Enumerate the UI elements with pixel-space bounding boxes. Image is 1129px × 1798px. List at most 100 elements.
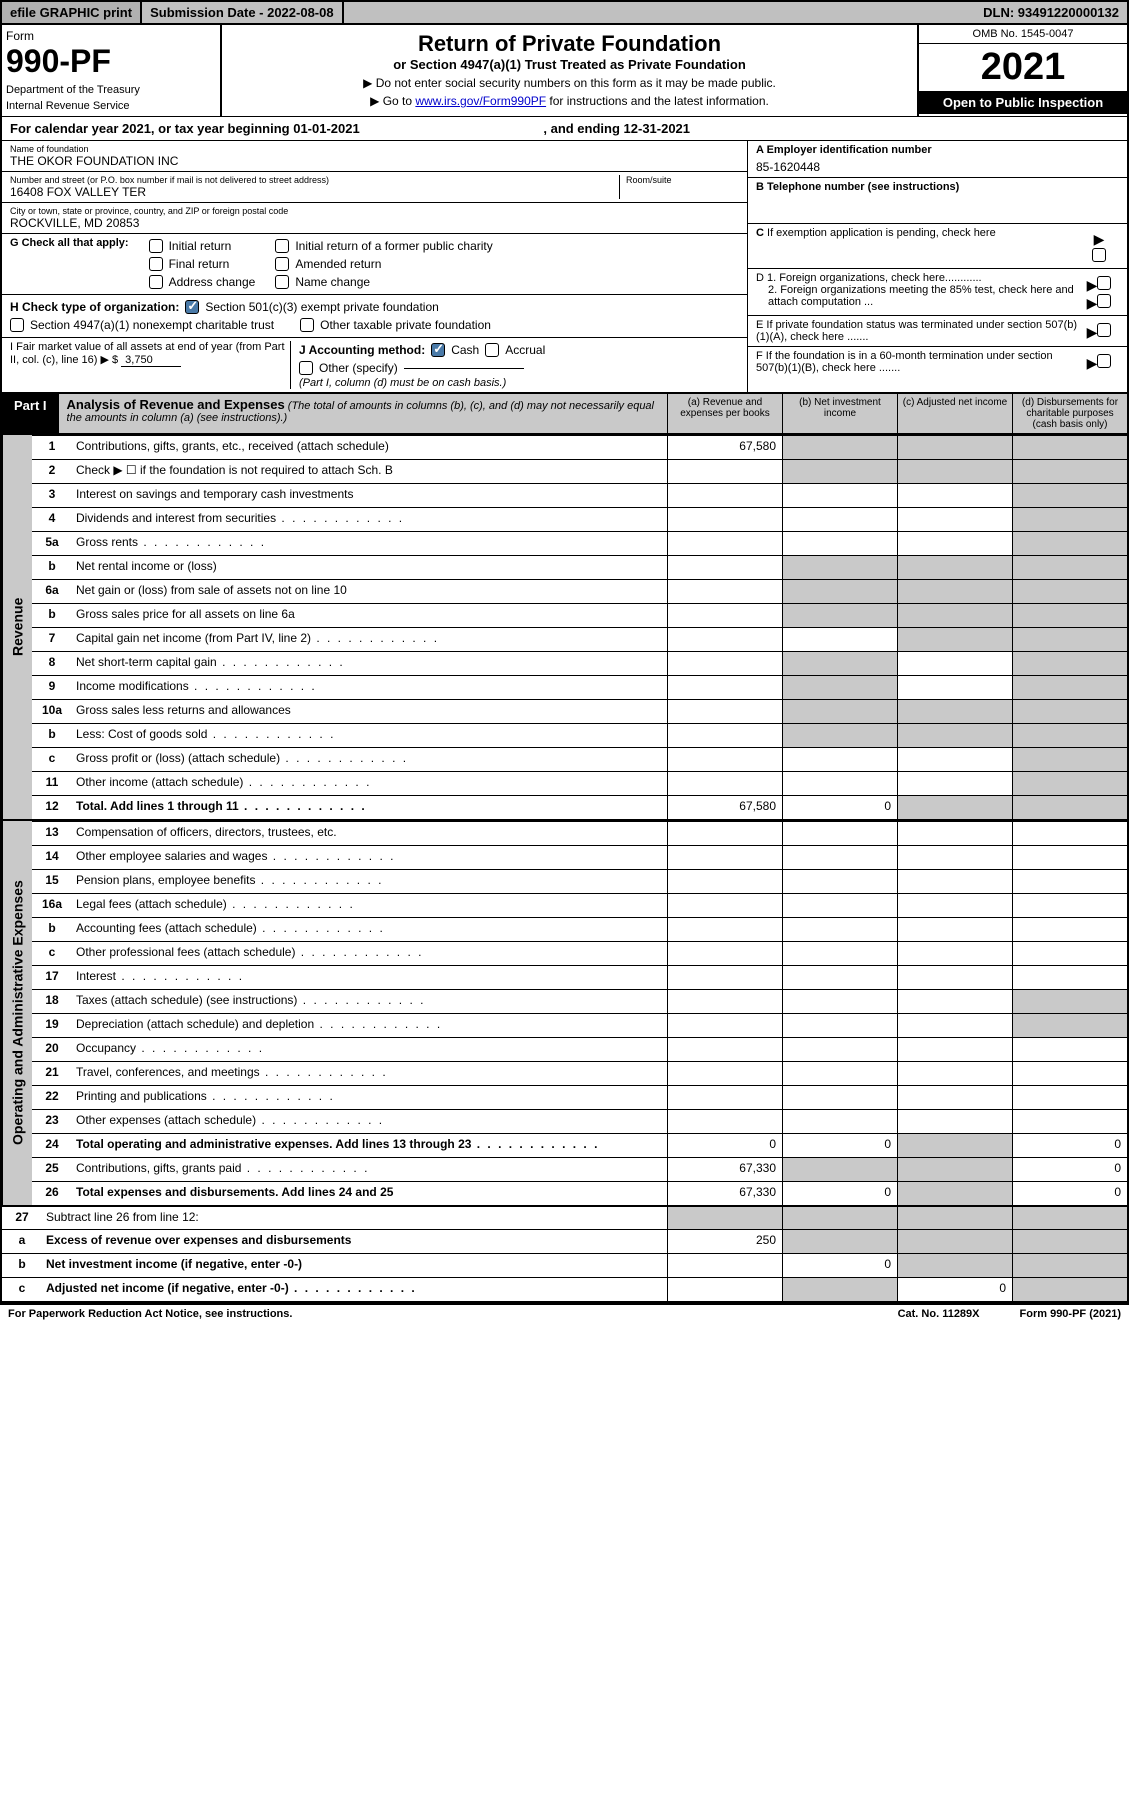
check-other-method[interactable] bbox=[299, 361, 313, 375]
irs-link[interactable]: www.irs.gov/Form990PF bbox=[415, 94, 546, 108]
table-row: b Less: Cost of goods sold bbox=[32, 723, 1127, 747]
part1-tag: Part I bbox=[2, 394, 59, 433]
name-label: Name of foundation bbox=[10, 144, 739, 154]
col-d bbox=[1012, 894, 1127, 917]
col-b bbox=[782, 652, 897, 675]
col-a bbox=[667, 772, 782, 795]
col-b bbox=[782, 604, 897, 627]
col-a bbox=[667, 1278, 782, 1301]
ein-label: A Employer identification number bbox=[756, 144, 932, 156]
d2-label: 2. Foreign organizations meeting the 85%… bbox=[756, 284, 1079, 308]
row-desc: Total. Add lines 1 through 11 bbox=[72, 796, 667, 819]
check-final[interactable] bbox=[149, 257, 163, 271]
check-address[interactable] bbox=[149, 275, 163, 289]
col-c bbox=[897, 1230, 1012, 1253]
check-d1[interactable] bbox=[1097, 276, 1111, 290]
check-e[interactable] bbox=[1097, 323, 1111, 337]
check-4947[interactable] bbox=[10, 318, 24, 332]
efile-label[interactable]: efile GRAPHIC print bbox=[2, 2, 142, 23]
col-d bbox=[1012, 748, 1127, 771]
opt-4947: Section 4947(a)(1) nonexempt charitable … bbox=[30, 318, 274, 332]
table-row: 19 Depreciation (attach schedule) and de… bbox=[32, 1013, 1127, 1037]
check-amended[interactable] bbox=[275, 257, 289, 271]
col-a bbox=[667, 508, 782, 531]
check-accrual[interactable] bbox=[485, 343, 499, 357]
col-d bbox=[1012, 822, 1127, 845]
table-row: c Gross profit or (loss) (attach schedul… bbox=[32, 747, 1127, 771]
opt-initial: Initial return bbox=[169, 239, 232, 253]
check-d2[interactable] bbox=[1097, 294, 1111, 308]
col-b bbox=[782, 1207, 897, 1229]
check-initial-former[interactable] bbox=[275, 239, 289, 253]
col-b bbox=[782, 942, 897, 965]
row-num: 17 bbox=[32, 966, 72, 989]
dept-treasury: Department of the Treasury bbox=[6, 84, 216, 96]
form-number: 990-PF bbox=[6, 43, 216, 80]
row-desc: Pension plans, employee benefits bbox=[72, 870, 667, 893]
col-a bbox=[667, 1254, 782, 1277]
table-row: 14 Other employee salaries and wages bbox=[32, 845, 1127, 869]
col-a bbox=[667, 870, 782, 893]
col-c bbox=[897, 772, 1012, 795]
ptr-f: ▶ bbox=[1087, 355, 1098, 371]
calendar-year: For calendar year 2021, or tax year begi… bbox=[2, 116, 1127, 140]
col-a bbox=[667, 822, 782, 845]
ein-cell: A Employer identification number 85-1620… bbox=[748, 141, 1127, 178]
row-desc: Dividends and interest from securities bbox=[72, 508, 667, 531]
tel-label: B Telephone number (see instructions) bbox=[756, 181, 959, 193]
col-a-hdr: (a) Revenue and expenses per books bbox=[667, 394, 782, 433]
check-c[interactable] bbox=[1092, 248, 1106, 262]
check-f[interactable] bbox=[1097, 354, 1111, 368]
col-a bbox=[667, 484, 782, 507]
col-d bbox=[1012, 460, 1127, 483]
col-b bbox=[782, 580, 897, 603]
check-initial[interactable] bbox=[149, 239, 163, 253]
col-d bbox=[1012, 796, 1127, 819]
col-c bbox=[897, 990, 1012, 1013]
col-d bbox=[1012, 532, 1127, 555]
col-b bbox=[782, 484, 897, 507]
table-row: 15 Pension plans, employee benefits bbox=[32, 869, 1127, 893]
submission-date: Submission Date - 2022-08-08 bbox=[142, 2, 344, 23]
col-a bbox=[667, 918, 782, 941]
check-other-taxable[interactable] bbox=[300, 318, 314, 332]
col-a: 67,580 bbox=[667, 436, 782, 459]
col-b bbox=[782, 532, 897, 555]
row-num: 5a bbox=[32, 532, 72, 555]
table-row: 11 Other income (attach schedule) bbox=[32, 771, 1127, 795]
col-c bbox=[897, 532, 1012, 555]
row-num: 22 bbox=[32, 1086, 72, 1109]
col-d bbox=[1012, 436, 1127, 459]
row-desc: Net investment income (if negative, ente… bbox=[42, 1254, 667, 1277]
row-num: 16a bbox=[32, 894, 72, 917]
check-cash[interactable] bbox=[431, 343, 445, 357]
other-specify[interactable] bbox=[404, 368, 524, 369]
top-bar: efile GRAPHIC print Submission Date - 20… bbox=[0, 0, 1129, 25]
table-row: 8 Net short-term capital gain bbox=[32, 651, 1127, 675]
info-left: Name of foundation THE OKOR FOUNDATION I… bbox=[2, 141, 747, 392]
section-ij: I Fair market value of all assets at end… bbox=[2, 338, 747, 392]
col-a bbox=[667, 1086, 782, 1109]
col-b bbox=[782, 966, 897, 989]
check-501c3[interactable] bbox=[185, 300, 199, 314]
row-desc: Gross sales price for all assets on line… bbox=[72, 604, 667, 627]
check-name-change[interactable] bbox=[275, 275, 289, 289]
form-wrapper: Form 990-PF Department of the Treasury I… bbox=[0, 25, 1129, 1303]
col-c bbox=[897, 1134, 1012, 1157]
g-label: G Check all that apply: bbox=[10, 237, 129, 291]
expenses-body: 13 Compensation of officers, directors, … bbox=[32, 821, 1127, 1205]
row-num: 10a bbox=[32, 700, 72, 723]
col-a bbox=[667, 604, 782, 627]
col-c bbox=[897, 918, 1012, 941]
form-label: Form bbox=[6, 29, 216, 43]
col-c bbox=[897, 556, 1012, 579]
h-label: H Check type of organization: bbox=[10, 300, 179, 314]
room-label: Room/suite bbox=[626, 175, 739, 185]
table-row: c Adjusted net income (if negative, ente… bbox=[2, 1277, 1127, 1301]
revenue-section: Revenue 1 Contributions, gifts, grants, … bbox=[2, 433, 1127, 819]
col-c bbox=[897, 460, 1012, 483]
row-desc: Capital gain net income (from Part IV, l… bbox=[72, 628, 667, 651]
col-a bbox=[667, 532, 782, 555]
col-a bbox=[667, 700, 782, 723]
opt-name-change: Name change bbox=[295, 275, 370, 289]
